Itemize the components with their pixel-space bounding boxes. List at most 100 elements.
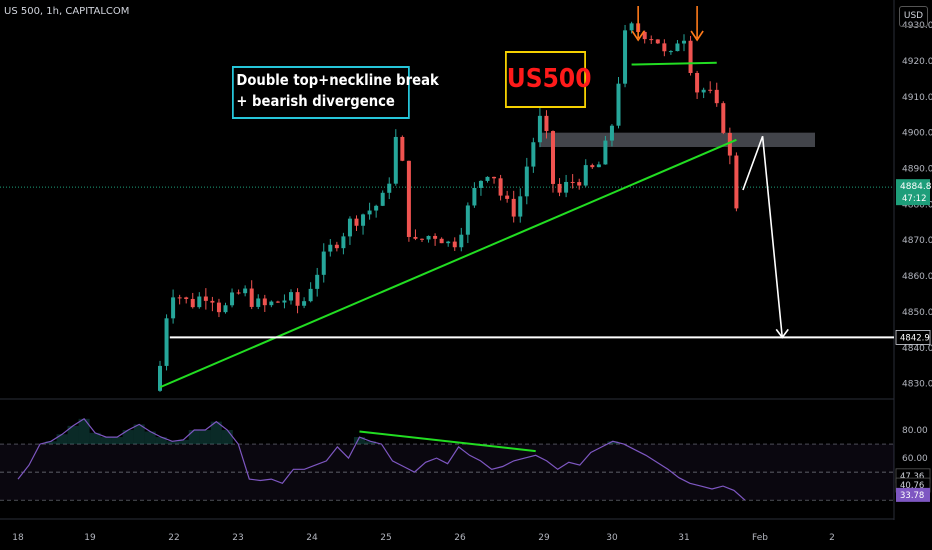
last-price-label-box — [896, 179, 930, 206]
candle-body — [498, 178, 503, 196]
candle-body — [662, 43, 667, 52]
candle-body — [734, 155, 739, 209]
rsi-overbought-fill — [56, 434, 68, 445]
candle-body — [577, 182, 582, 186]
rsi-overbought-fill — [607, 441, 619, 445]
time-axis-label: 31 — [678, 533, 689, 543]
candle-body — [184, 297, 189, 299]
price-axis-label: 4910.0 — [902, 93, 932, 103]
time-axis-label: 19 — [84, 533, 96, 543]
candle-body — [367, 210, 372, 215]
candle-body — [406, 160, 411, 237]
time-axis-label: 2 — [829, 533, 835, 543]
price-axis-label: 4830.0 — [902, 380, 932, 390]
top-marker-arrow-head — [690, 30, 704, 42]
rsi-overbought-fill — [78, 418, 90, 445]
candle-body — [459, 234, 464, 248]
candle-body — [289, 292, 293, 301]
rsi-overbought-fill — [100, 437, 112, 445]
candle-body — [623, 30, 628, 84]
candle-body — [380, 192, 385, 206]
time-axis-label: 26 — [454, 533, 466, 543]
candle-body — [164, 318, 169, 366]
annotation-line-2: + bearish divergence — [236, 92, 395, 110]
projection-arrow — [742, 135, 784, 338]
candle-body — [544, 115, 549, 132]
time-axis-label: 23 — [232, 533, 243, 543]
rsi-overbought-fill — [133, 424, 145, 445]
time-axis-label: Feb — [752, 533, 768, 543]
annotation-line-1: Double top+neckline break — [236, 71, 439, 89]
candle-body — [649, 39, 654, 41]
neckline-label-box — [895, 330, 931, 345]
candle-body — [439, 238, 444, 244]
candle-body — [177, 297, 182, 299]
candle-body — [210, 300, 215, 303]
candle-body — [282, 300, 287, 303]
rsi-overbought-fill — [67, 425, 79, 445]
logo-box: US500 — [505, 51, 592, 108]
candle-body — [609, 125, 614, 141]
rsi-value-label: 40.76 — [900, 481, 924, 491]
candle-body — [269, 301, 274, 306]
candle-body — [387, 183, 392, 193]
candle-body — [321, 251, 326, 275]
resistance-zone — [539, 132, 815, 148]
candle-body — [426, 235, 431, 240]
candle-body — [596, 164, 601, 168]
candle-body — [347, 218, 352, 237]
candle-body — [413, 236, 418, 239]
candle-body — [505, 195, 510, 199]
candle-body — [675, 43, 680, 52]
candle-body — [393, 136, 398, 184]
candle-body — [688, 40, 693, 73]
candle-body — [714, 89, 719, 104]
candle-body — [308, 288, 313, 302]
candle-body — [197, 296, 202, 308]
candle-body — [701, 89, 706, 93]
candle-body — [590, 165, 595, 168]
candle-body — [668, 51, 673, 53]
candle-body — [334, 244, 339, 249]
rsi-overbought-fill — [166, 441, 178, 445]
rsi-current-label: 33.78 — [900, 491, 924, 501]
rsi-overbought-fill — [45, 441, 57, 445]
rsi-overbought-fill — [177, 439, 189, 445]
price-axis-label: 4850.0 — [902, 308, 932, 318]
price-axis-label: 4840.0 — [902, 344, 932, 354]
candle-body — [524, 166, 529, 197]
top-marker-arrow-head — [631, 30, 645, 42]
candle-body — [531, 142, 536, 167]
candle-body — [727, 132, 732, 156]
candle-body — [446, 241, 451, 244]
candle-body — [557, 183, 562, 193]
candle-body — [616, 83, 621, 126]
price-axis-label: 4880.0 — [902, 200, 932, 210]
time-axis-label: 22 — [168, 533, 179, 543]
rsi-overbought-fill — [188, 430, 200, 445]
candle-body — [511, 198, 516, 217]
time-axis-label: 29 — [538, 533, 550, 543]
candle-body — [465, 205, 470, 235]
rsi-overbought-fill — [210, 421, 222, 445]
price-axis-label: 4900.0 — [902, 129, 932, 139]
last-price-label: 4884.8 — [900, 182, 932, 192]
currency-button[interactable]: USD — [899, 6, 928, 27]
candle-body — [190, 298, 195, 308]
candle-body — [629, 23, 634, 31]
candle-body — [518, 196, 523, 217]
candle-body — [249, 288, 254, 307]
candle-body — [256, 298, 261, 307]
candle-body — [492, 176, 497, 179]
symbol-label: US 500, 1h, CAPITALCOM — [4, 6, 130, 17]
candle-body — [361, 214, 366, 226]
rsi-overbought-fill — [144, 431, 156, 445]
candle-body — [433, 235, 438, 239]
candle-body — [243, 288, 248, 294]
time-axis-label: 25 — [380, 533, 391, 543]
candle-body — [603, 140, 608, 165]
candle-body — [452, 241, 457, 248]
candle-body — [341, 236, 346, 249]
